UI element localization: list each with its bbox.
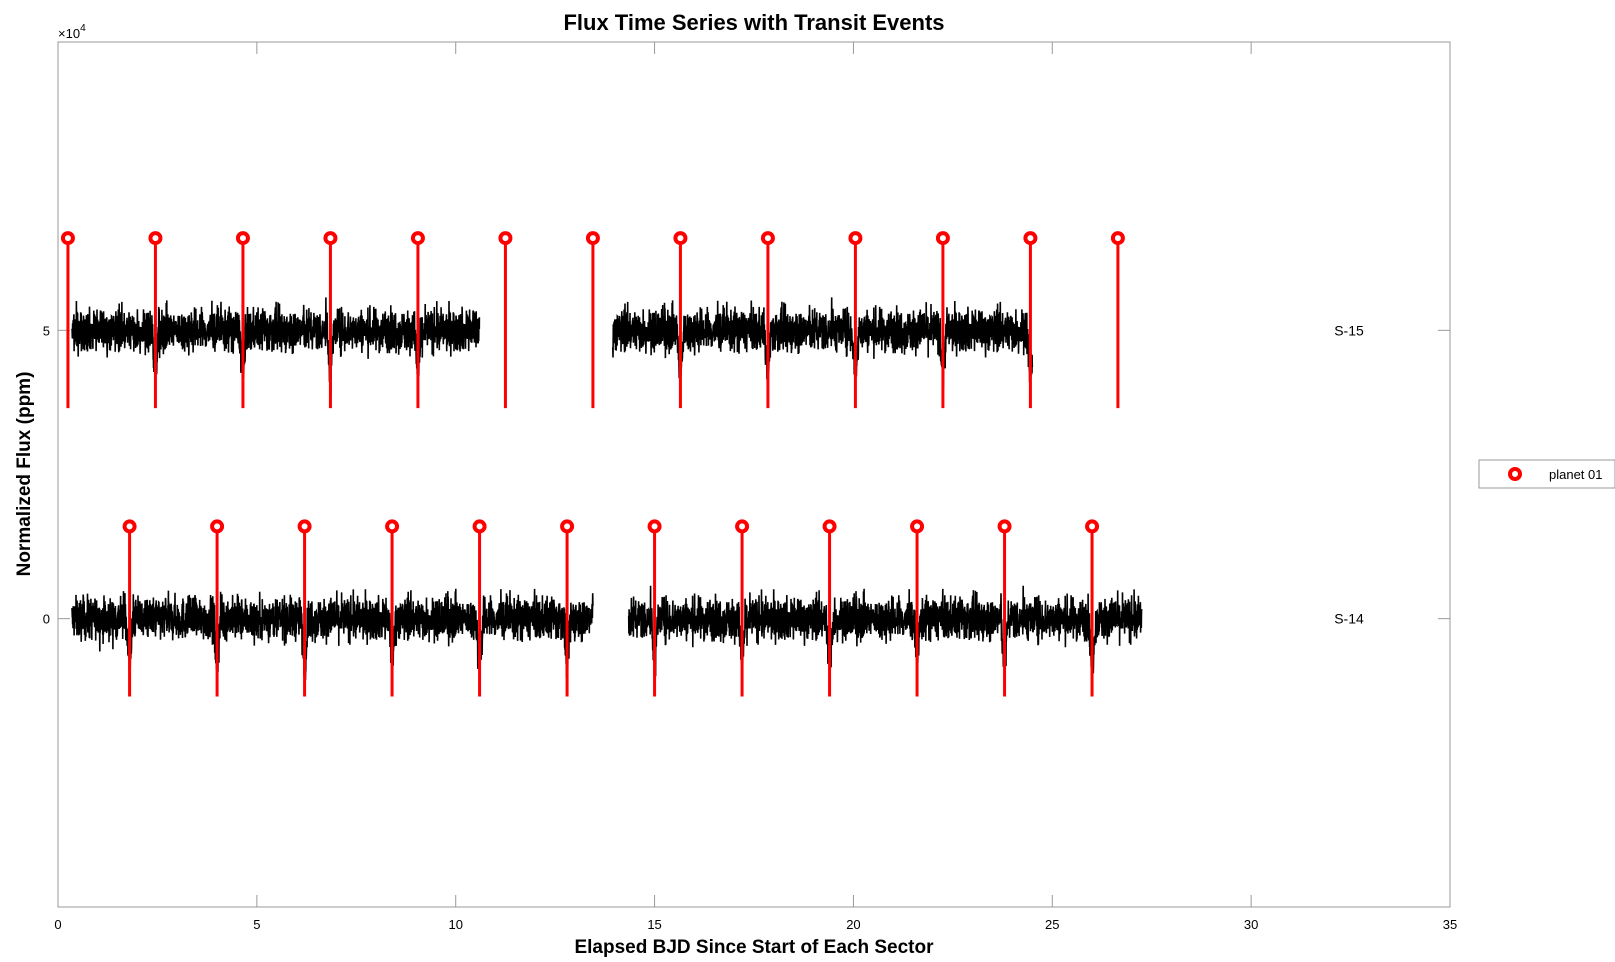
legend: planet 01 <box>1478 459 1615 489</box>
transit-marker-s-15-5 <box>410 231 425 246</box>
transit-marker-s-15-10 <box>848 231 863 246</box>
flux-line-s-15-segment-2 <box>612 297 1034 399</box>
transit-marker-s-15-2 <box>148 231 163 246</box>
x-tick-label-5: 5 <box>253 917 260 932</box>
x-tick-label-20: 20 <box>846 917 860 932</box>
transit-marker-s-15-3 <box>235 231 250 246</box>
transit-marker-s-14-9 <box>822 519 837 534</box>
transit-marker-s-14-3 <box>297 519 312 534</box>
x-tick-label-35: 35 <box>1443 917 1457 932</box>
transit-marker-s-15-11 <box>935 231 950 246</box>
x-tick-label-15: 15 <box>647 917 661 932</box>
transit-marker-s-14-12 <box>1085 519 1100 534</box>
transit-marker-s-15-12 <box>1023 231 1038 246</box>
y-tick-label-50000: 5 <box>43 323 50 338</box>
x-tick-label-10: 10 <box>448 917 462 932</box>
x-tick-label-25: 25 <box>1045 917 1059 932</box>
y-axis-exponent-base: ×10 <box>58 26 80 41</box>
transit-marker-s-14-6 <box>560 519 575 534</box>
sector-label-s-15: S-15 <box>1334 322 1364 338</box>
transit-marker-s-14-5 <box>472 519 487 534</box>
transit-marker-s-14-8 <box>735 519 750 534</box>
y-tick-label-0: 0 <box>43 612 50 627</box>
legend-entry-planet-01: planet 01 <box>1549 467 1603 482</box>
legend-marker-icon <box>1508 467 1522 481</box>
flux-line-s-15-segment-1 <box>71 297 481 400</box>
transit-marker-s-15-4 <box>323 231 338 246</box>
transit-marker-s-15-13 <box>1110 231 1125 246</box>
transit-marker-s-14-1 <box>122 519 137 534</box>
x-tick-label-0: 0 <box>54 917 61 932</box>
transit-marker-s-14-10 <box>910 519 925 534</box>
legend-box <box>1478 459 1615 489</box>
axis-ticks: 0 5 10 15 20 25 30 35 0 5 <box>43 42 1457 932</box>
sector-labels: S-14 S-15 <box>1334 322 1364 626</box>
x-axis-label: Elapsed BJD Since Start of Each Sector <box>574 937 934 957</box>
transit-marker-s-15-8 <box>673 231 688 246</box>
flux-series-layer <box>71 297 1143 686</box>
transit-marker-s-14-11 <box>997 519 1012 534</box>
transit-marker-s-14-4 <box>385 519 400 534</box>
transit-marker-s-15-6 <box>498 231 513 246</box>
transit-marker-s-15-1 <box>60 231 75 246</box>
flux-line-s-14-segment-1 <box>71 588 594 683</box>
sector-label-s-14: S-14 <box>1334 611 1364 627</box>
transit-marker-s-15-7 <box>585 231 600 246</box>
transit-marker-s-14-7 <box>647 519 662 534</box>
y-axis-exponent-power: 4 <box>80 23 86 34</box>
plot-area <box>57 41 1451 908</box>
flux-line-s-14-segment-2 <box>627 585 1143 686</box>
transit-marker-s-15-9 <box>760 231 775 246</box>
transit-marker-s-14-2 <box>210 519 225 534</box>
y-axis-exponent: ×104 <box>58 23 86 41</box>
transit-markers-layer <box>60 231 1125 697</box>
y-axis-label: Normalized Flux (ppm) <box>14 372 35 577</box>
x-tick-label-30: 30 <box>1244 917 1258 932</box>
chart-title: Flux Time Series with Transit Events <box>563 10 944 35</box>
